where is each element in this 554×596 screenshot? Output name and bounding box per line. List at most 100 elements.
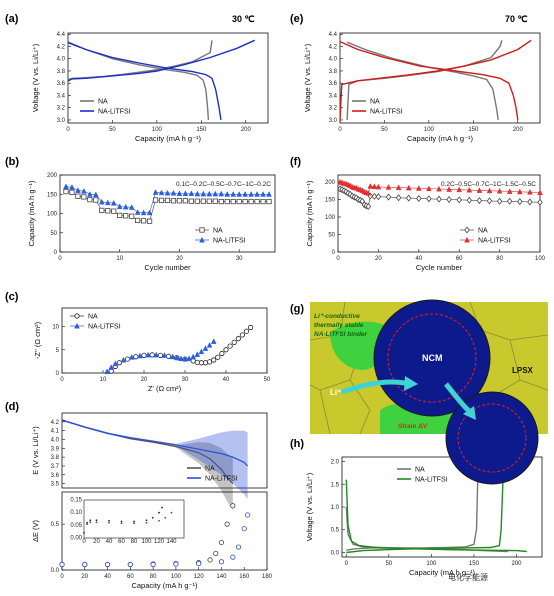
y-tick-label: 4.0	[57, 57, 66, 63]
legend-label: NA-LiTFSI	[478, 238, 511, 245]
inset-data-point	[164, 516, 167, 519]
data-point	[371, 192, 378, 200]
plot-frame	[67, 32, 269, 124]
data-point	[527, 188, 533, 195]
data-point	[110, 199, 117, 206]
data-point	[496, 197, 503, 205]
data-point	[260, 198, 266, 205]
data-point	[248, 198, 254, 205]
inset-y-tick-label: 0.10	[70, 510, 82, 516]
y-tick-label: 0.5	[51, 522, 60, 528]
legend-marker	[74, 322, 80, 329]
data-point	[105, 208, 111, 214]
x-tick-label: 0	[60, 377, 64, 383]
data-point	[75, 187, 81, 193]
legend-marker	[199, 227, 205, 233]
data-point	[169, 353, 176, 360]
x-tick-label: 0	[58, 256, 62, 262]
x-tick-label: 60	[456, 256, 463, 262]
binder-label-1: Li⁺-conductive	[314, 313, 360, 320]
x-tick-label: 0	[345, 561, 349, 567]
data-point	[120, 356, 127, 363]
x-tick-label: 20	[81, 574, 88, 580]
y-tick-label: 200	[325, 180, 336, 186]
data-point	[93, 191, 99, 198]
data-point	[219, 350, 225, 357]
data-point	[133, 354, 139, 360]
x-axis-label: Capacity (mA h g⁻¹)	[407, 134, 474, 143]
y-tick-label: 150	[47, 192, 58, 198]
data-point	[516, 188, 523, 195]
ncm-particle	[373, 299, 491, 417]
data-point	[206, 198, 212, 204]
x-tick-label: 80	[150, 574, 157, 580]
inset-x-tick-label: 20	[93, 539, 100, 545]
data-point	[69, 184, 75, 190]
x-tick-label: 50	[109, 127, 116, 133]
data-point	[266, 198, 272, 205]
data-point	[146, 209, 153, 216]
data-point	[93, 197, 99, 203]
plot-frame	[61, 307, 268, 374]
data-point	[129, 213, 135, 219]
y-tick-label: 3.7	[51, 464, 60, 470]
legend-label: NA	[370, 99, 380, 106]
inset-data-point	[108, 521, 110, 524]
plot-frame	[339, 32, 541, 124]
lpsx-label: LPSX	[512, 366, 534, 375]
legend-label: NA-LiTFSI	[98, 109, 131, 116]
x-tick-label: 40	[104, 574, 111, 580]
series-band	[62, 419, 248, 500]
data-point	[186, 355, 192, 362]
x-tick-label: 140	[216, 574, 227, 580]
data-point	[99, 207, 105, 214]
data-point	[207, 557, 213, 563]
x-axis-label: Capacity (mA h g⁻¹)	[409, 568, 476, 577]
data-point	[212, 190, 219, 197]
data-point	[466, 196, 473, 204]
legend-label: NA-LiTFSI	[213, 238, 246, 245]
x-tick-label: 0	[336, 256, 340, 262]
data-point	[145, 351, 151, 358]
panel-a: 0 50 100 150 200 3.0 3.2 3.4 3.6 3.8 4.0 4.2 4.4 (a) 3…	[5, 13, 269, 143]
inset-data-point	[89, 521, 92, 524]
li-ion-arrow	[341, 379, 406, 395]
plot-frame	[337, 174, 541, 253]
data-point	[161, 352, 168, 358]
inset-frame	[83, 499, 185, 539]
data-point	[134, 209, 141, 215]
data-point	[235, 336, 241, 342]
data-point	[128, 204, 135, 210]
data-point	[98, 198, 105, 205]
inset-x-tick-label: 100	[141, 539, 152, 545]
inset-data-point	[120, 522, 123, 525]
inset-data-point	[83, 532, 85, 534]
x-tick-label: 50	[385, 561, 392, 567]
data-point	[198, 348, 205, 355]
y-tick-label: 50	[50, 231, 57, 237]
data-point	[385, 193, 392, 201]
data-point	[375, 193, 382, 201]
x-tick-label: 50	[381, 127, 388, 133]
x-tick-label: 60	[127, 574, 134, 580]
data-point	[182, 198, 189, 204]
panel-c: 0 10 20 30 40 50 0 5 10 (c) -Z'' (Ω cm²) Z' (Ω cm²)…	[5, 291, 271, 393]
inset-x-tick-label: 140	[166, 539, 177, 545]
data-point	[178, 355, 184, 362]
data-point	[210, 338, 217, 344]
inset-data-point	[133, 522, 135, 525]
y-tick-label: 3.0	[57, 118, 66, 124]
y-tick-label: 2.0	[331, 460, 340, 466]
data-point	[235, 544, 242, 550]
data-point	[365, 202, 372, 211]
data-point	[166, 353, 172, 359]
inset-data-point	[151, 516, 154, 519]
inset-x-tick-label: 0	[82, 539, 86, 545]
data-point	[87, 191, 93, 197]
data-point	[123, 213, 129, 219]
y-tick-label: 3.6	[329, 81, 338, 87]
data-point	[248, 191, 254, 197]
y-tick-label: 200	[47, 173, 58, 179]
x-tick-label: 80	[496, 256, 503, 262]
binder-label-3: NA-LiTFSI binder	[314, 331, 368, 338]
